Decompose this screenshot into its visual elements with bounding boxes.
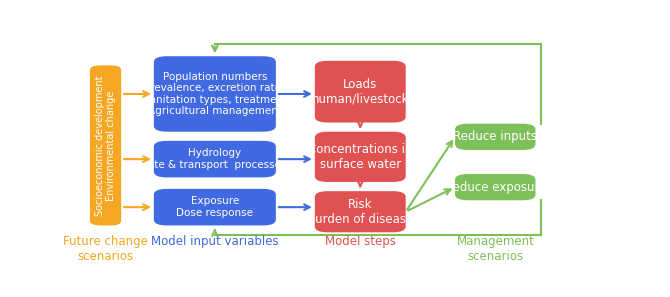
FancyBboxPatch shape (315, 191, 406, 232)
Text: Risk
Burden of disease: Risk Burden of disease (307, 198, 413, 226)
FancyBboxPatch shape (154, 189, 276, 225)
Text: Future change
scenarios: Future change scenarios (63, 235, 148, 263)
FancyBboxPatch shape (315, 61, 406, 123)
Text: Reduce exposure: Reduce exposure (444, 181, 546, 194)
Text: Socioeconomic development
Environmental change: Socioeconomic development Environmental … (94, 75, 117, 216)
Text: Population numbers
Prevalence, excretion rates
Sanitation types, treatment
Agric: Population numbers Prevalence, excretion… (143, 72, 287, 116)
FancyBboxPatch shape (154, 56, 276, 132)
Text: Loads
human/livestock: Loads human/livestock (312, 78, 409, 106)
Text: Management
scenarios: Management scenarios (456, 235, 535, 263)
Text: Hydrology
Fate & transport  processes: Hydrology Fate & transport processes (143, 148, 287, 170)
FancyBboxPatch shape (455, 174, 535, 200)
Text: Concentrations in
surface water: Concentrations in surface water (308, 143, 413, 171)
FancyBboxPatch shape (455, 124, 535, 150)
Text: Model input variables: Model input variables (151, 235, 279, 248)
FancyBboxPatch shape (154, 141, 276, 177)
Text: Exposure
Dose response: Exposure Dose response (176, 196, 253, 218)
Text: Model steps: Model steps (325, 235, 396, 248)
FancyBboxPatch shape (90, 65, 121, 225)
FancyBboxPatch shape (315, 132, 406, 182)
Text: Reduce inputs: Reduce inputs (454, 130, 537, 143)
